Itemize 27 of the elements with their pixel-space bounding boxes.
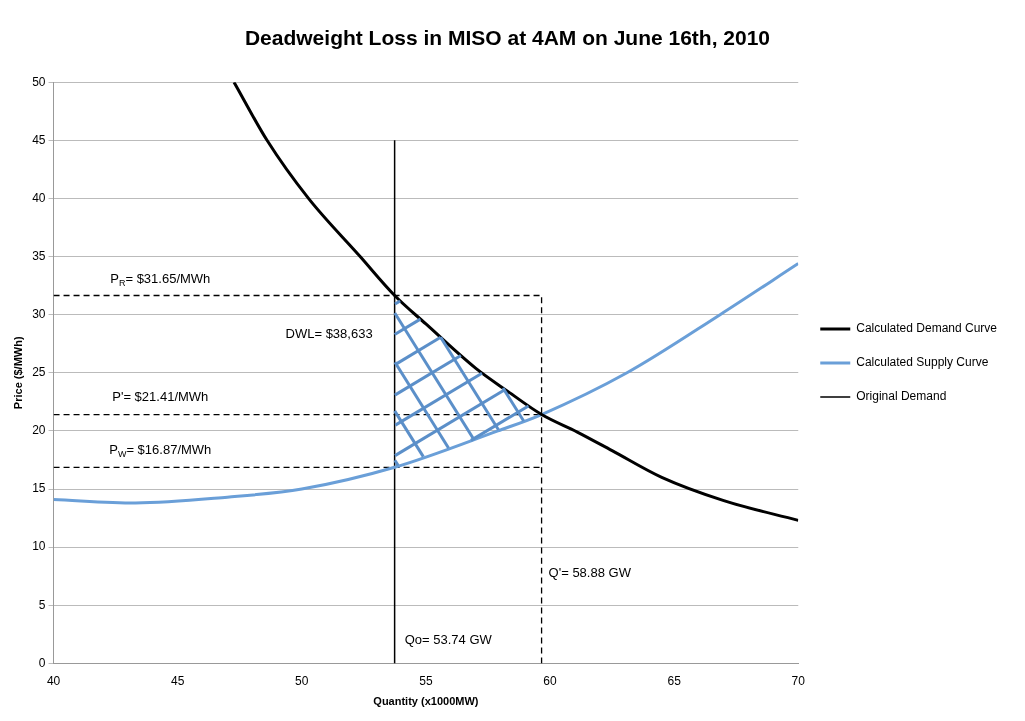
y-tick-label: 25 <box>32 365 46 380</box>
y-tick-label: 30 <box>32 306 46 321</box>
annotation: P'= $21.41/MWh <box>112 388 209 404</box>
x-tick-label: 65 <box>667 673 682 688</box>
legend-label: Original Demand <box>856 389 947 404</box>
y-tick-label: 50 <box>32 74 46 89</box>
annotation: DWL= $38,633 <box>285 326 373 342</box>
x-tick-label: 60 <box>543 673 558 688</box>
y-axis-title: Price ($/MWh) <box>11 336 24 410</box>
y-tick-label: 20 <box>32 423 46 438</box>
y-tick-label: 5 <box>38 597 46 612</box>
y-tick-label: 10 <box>32 539 46 554</box>
x-tick-label: 50 <box>295 673 309 688</box>
chart-title: Deadweight Loss in MISO at 4AM on June 16th, 2010 <box>244 26 771 50</box>
y-tick-label: 45 <box>32 132 46 147</box>
y-tick-label: 35 <box>32 248 46 263</box>
legend-label: Calculated Demand Curve <box>856 321 998 336</box>
legend-label: Calculated Supply Curve <box>856 355 989 370</box>
annotation: Qo= 53.74 GW <box>404 631 493 647</box>
y-tick-label: 0 <box>38 655 46 670</box>
y-tick-label: 40 <box>32 190 46 205</box>
annotation: Q'= 58.88 GW <box>548 565 632 581</box>
x-axis-title: Quantity (x1000MW) <box>373 695 479 708</box>
y-tick-label: 15 <box>32 481 46 496</box>
x-tick-label: 70 <box>791 673 806 688</box>
x-tick-label: 55 <box>419 673 433 688</box>
x-tick-label: 45 <box>170 673 185 688</box>
